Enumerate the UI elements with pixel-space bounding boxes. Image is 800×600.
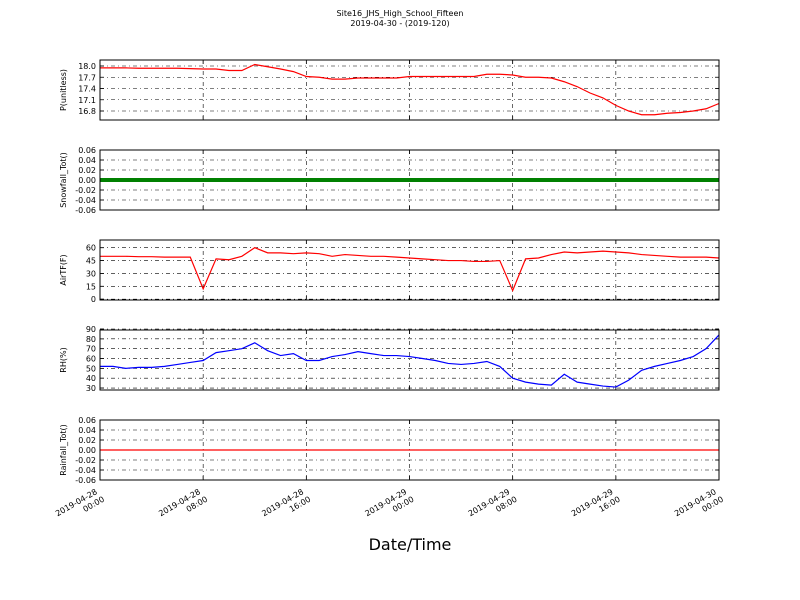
y-tick-label: 0.02 bbox=[78, 436, 96, 445]
y-tick-label: 16.8 bbox=[78, 107, 96, 116]
y-tick-label: 0.00 bbox=[78, 446, 96, 455]
y-tick-label: 0.04 bbox=[78, 156, 96, 165]
y-tick-label: 0.04 bbox=[78, 426, 96, 435]
x-tick-label: 2019-04-29 16:00 bbox=[570, 486, 622, 527]
y-tick-label: -0.04 bbox=[75, 196, 96, 205]
y-tick-label: 0.06 bbox=[78, 146, 96, 155]
y-tick-label: -0.02 bbox=[75, 456, 96, 465]
y-tick-label: 40 bbox=[86, 374, 96, 383]
y-tick-label: 50 bbox=[86, 364, 96, 373]
y-tick-label: 18.0 bbox=[78, 62, 96, 71]
y-axis-label: P(unitless) bbox=[59, 69, 68, 111]
data-line bbox=[100, 63, 720, 116]
y-tick-label: 15 bbox=[86, 282, 96, 291]
x-tick-label: 2019-04-29 08:00 bbox=[467, 486, 519, 527]
y-tick-label: -0.04 bbox=[75, 466, 96, 475]
x-axis-label: Date/Time bbox=[369, 535, 452, 554]
plot-frame bbox=[99, 419, 720, 481]
data-line bbox=[100, 247, 720, 293]
y-axis-label: AirTF(F) bbox=[59, 254, 68, 285]
y-tick-label: -0.06 bbox=[75, 476, 96, 485]
y-tick-label: 30 bbox=[86, 384, 96, 393]
y-tick-label: 17.7 bbox=[78, 73, 96, 82]
y-tick-label: 17.4 bbox=[78, 85, 96, 94]
y-tick-label: 80 bbox=[86, 335, 96, 344]
plot-frame bbox=[99, 149, 720, 211]
y-tick-label: 0 bbox=[91, 295, 96, 304]
title: Site16_JHS_High_School_Fifteen bbox=[337, 9, 464, 18]
y-tick-label: 30 bbox=[86, 269, 96, 278]
x-tick-label: 2019-04-28 08:00 bbox=[157, 486, 209, 527]
y-tick-label: -0.06 bbox=[75, 206, 96, 215]
subtitle: 2019-04-30 - (2019-120) bbox=[350, 19, 449, 28]
y-tick-label: 0.00 bbox=[78, 176, 96, 185]
y-tick-label: 0.02 bbox=[78, 166, 96, 175]
x-tick-label: 2019-04-28 16:00 bbox=[260, 486, 312, 527]
x-tick-label: 2019-04-30 00:00 bbox=[673, 486, 725, 527]
data-line bbox=[100, 334, 720, 388]
plot-frame bbox=[99, 59, 720, 121]
y-tick-label: 90 bbox=[86, 325, 96, 334]
plot-frame bbox=[99, 329, 720, 391]
x-tick-label: 2019-04-28 00:00 bbox=[54, 486, 106, 527]
y-axis-label: Rainfall_Tot() bbox=[59, 424, 68, 476]
y-tick-label: 60 bbox=[86, 244, 96, 253]
y-tick-label: 70 bbox=[86, 345, 96, 354]
y-tick-label: 17.1 bbox=[78, 96, 96, 105]
y-tick-label: 45 bbox=[86, 257, 96, 266]
y-axis-label: RH(%) bbox=[59, 347, 68, 372]
y-axis-label: Snowfall_Tot() bbox=[59, 152, 68, 208]
y-tick-label: 0.06 bbox=[78, 416, 96, 425]
x-tick-label: 2019-04-29 00:00 bbox=[364, 486, 416, 527]
y-tick-label: 60 bbox=[86, 355, 96, 364]
y-tick-label: -0.02 bbox=[75, 186, 96, 195]
plot-frame bbox=[99, 239, 720, 301]
